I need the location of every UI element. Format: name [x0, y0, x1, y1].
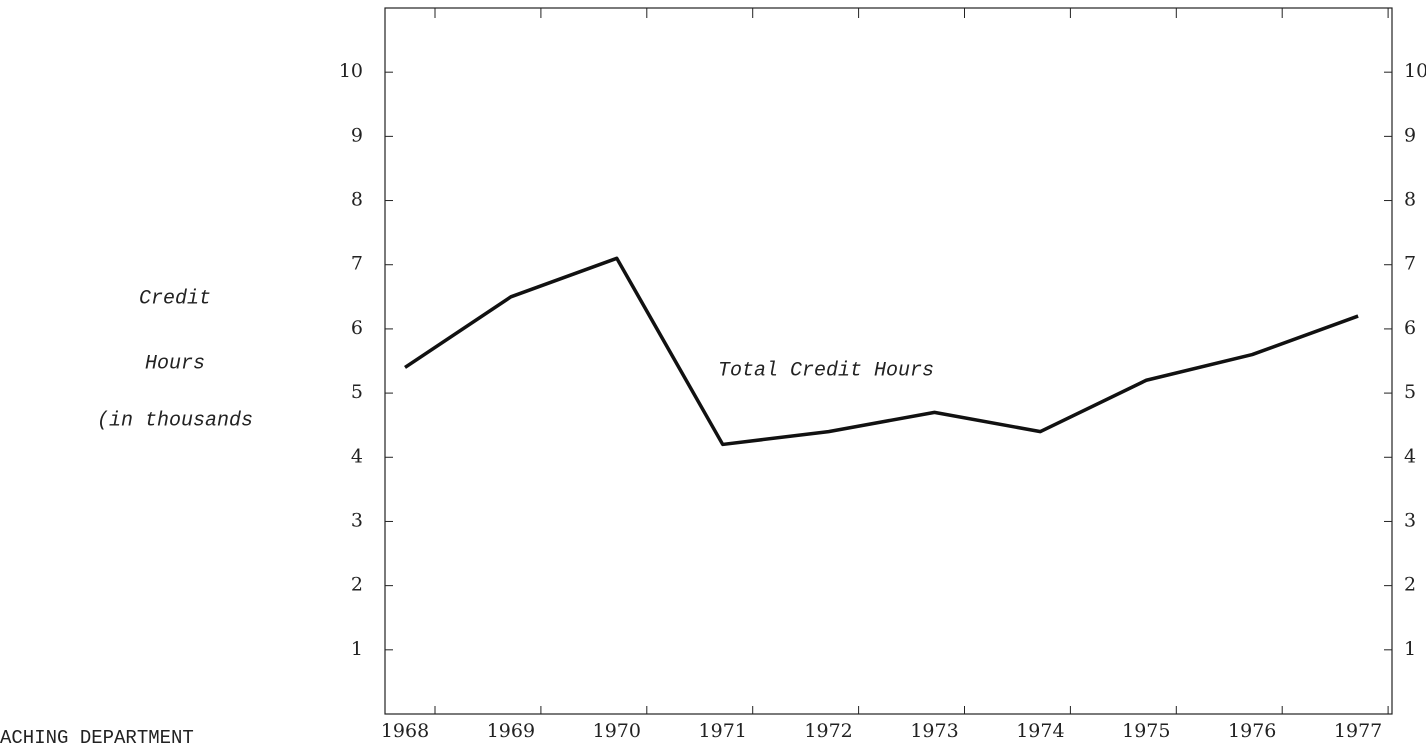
- y2-tick-label: 2: [1404, 574, 1416, 596]
- x-tick-label: 1970: [593, 720, 641, 742]
- y-axis-label: Credit: [139, 287, 211, 310]
- annotation: Total Credit Hours: [718, 359, 934, 382]
- x-tick-label: 1971: [699, 720, 747, 742]
- x-tick-label: 1976: [1228, 720, 1276, 742]
- y2-tick-label: 7: [1404, 253, 1416, 275]
- y-tick-label: 4: [351, 445, 363, 467]
- y2-tick-label: 6: [1404, 317, 1416, 339]
- y2-tick-label: 5: [1404, 381, 1416, 403]
- y-tick-label: 1: [351, 638, 363, 660]
- y-tick-label: 2: [351, 574, 363, 596]
- y-tick-label: 7: [351, 253, 363, 275]
- y-tick-label: 5: [351, 381, 363, 403]
- x-tick-label: 1969: [487, 720, 535, 742]
- y-tick-label: 6: [351, 317, 363, 339]
- x-tick-label: 1973: [910, 720, 958, 742]
- y-tick-label: 8: [351, 189, 363, 211]
- x-tick-label: 1972: [804, 720, 852, 742]
- y-tick-label: 3: [351, 509, 363, 531]
- y-tick-label: 9: [351, 124, 363, 146]
- x-tick-label: 1975: [1122, 720, 1170, 742]
- y-tick-label: 10: [339, 60, 363, 82]
- x-tick-label: 1974: [1016, 720, 1064, 742]
- x-tick-label: 1977: [1334, 720, 1382, 742]
- y2-tick-label: 3: [1404, 509, 1416, 531]
- y-axis-label: Hours: [145, 352, 205, 375]
- plot-frame: [384, 7, 1393, 715]
- footer: ACHING DEPARTMENT: [0, 727, 194, 744]
- data-line: [404, 256, 1359, 447]
- y2-tick-label: 10: [1404, 60, 1426, 82]
- y2-tick-label: 1: [1404, 638, 1416, 660]
- y-axis-label: (in thousands: [97, 409, 253, 432]
- y2-tick-label: 9: [1404, 124, 1416, 146]
- y2-tick-label: 8: [1404, 189, 1416, 211]
- x-tick-label: 1968: [381, 720, 429, 742]
- y2-tick-label: 4: [1404, 445, 1416, 467]
